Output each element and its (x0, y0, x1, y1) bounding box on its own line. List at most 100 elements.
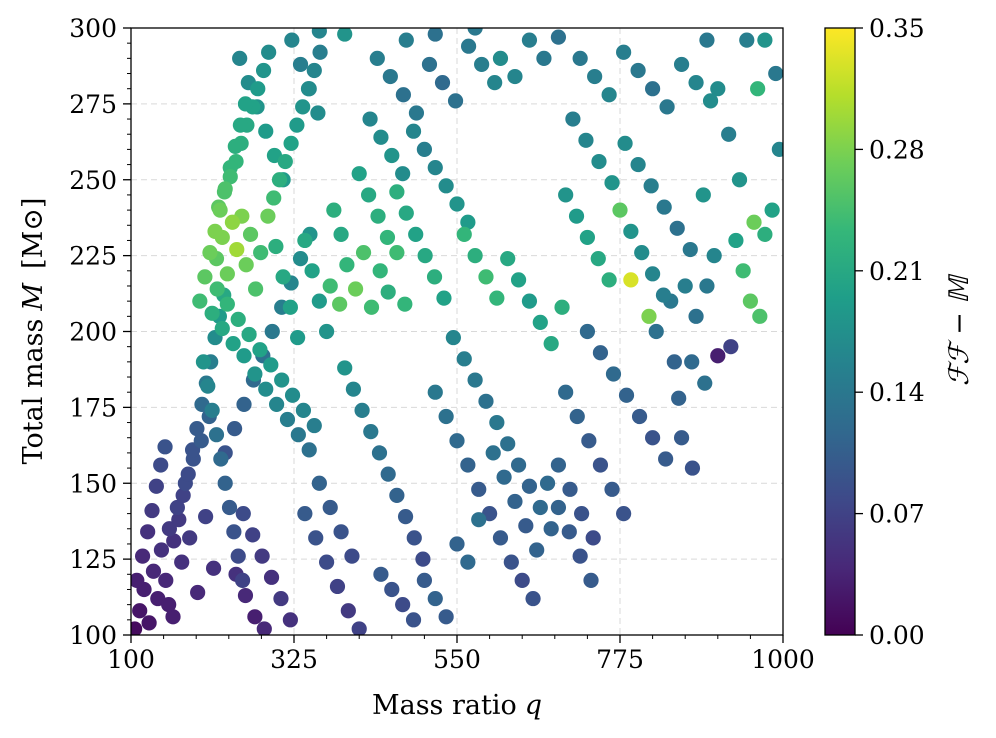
y-axis-unit: [M⊙] (18, 198, 49, 269)
data-point (158, 572, 174, 588)
x-tick-label: 775 (596, 645, 644, 674)
data-point (485, 445, 501, 461)
y-tick-label: 275 (69, 90, 117, 119)
data-point (174, 554, 190, 570)
data-point (182, 530, 198, 546)
data-point (260, 208, 276, 224)
data-point (460, 554, 476, 570)
data-point (224, 214, 241, 230)
data-point (578, 132, 594, 148)
data-point (456, 351, 472, 367)
data-point (319, 323, 335, 340)
data-point (275, 269, 291, 285)
data-point (274, 372, 290, 388)
data-point (521, 293, 538, 309)
colorbar (824, 27, 856, 636)
data-point (641, 308, 657, 324)
data-point (232, 117, 248, 133)
data-point (406, 530, 422, 546)
data-point (193, 433, 209, 449)
data-point (345, 381, 362, 397)
data-point (525, 590, 541, 607)
y-tick-label: 250 (69, 166, 117, 195)
x-axis-symbol: q (525, 690, 542, 721)
x-tick-label: 100 (107, 645, 155, 674)
data-point (507, 493, 523, 510)
data-point (492, 530, 509, 546)
data-point (648, 323, 664, 340)
data-point (273, 590, 289, 607)
data-point (631, 408, 648, 425)
data-point (529, 542, 545, 558)
data-point (728, 232, 744, 249)
data-point (467, 248, 483, 264)
data-point (310, 105, 326, 121)
colorbar-tick-label: 0.00 (869, 621, 925, 650)
data-point (290, 427, 306, 443)
data-point (474, 56, 490, 73)
data-point (643, 178, 659, 194)
data-point (389, 487, 405, 503)
data-point (207, 223, 223, 239)
data-point (380, 466, 396, 482)
data-point (282, 299, 298, 315)
data-point (467, 28, 483, 36)
data-point (659, 99, 675, 115)
data-point (623, 223, 639, 239)
data-point (380, 284, 396, 300)
data-point (339, 257, 355, 273)
data-point (585, 530, 601, 546)
data-point (688, 75, 704, 91)
data-point (306, 417, 322, 434)
data-point (230, 548, 246, 564)
data-point (405, 123, 422, 139)
data-point (416, 572, 432, 588)
data-point (195, 354, 212, 370)
data-point (532, 314, 548, 330)
x-tick-label: 1000 (751, 645, 815, 674)
colorbar-tick-label: 0.28 (869, 135, 925, 164)
data-point (645, 266, 661, 282)
data-point (656, 199, 672, 215)
data-point (197, 269, 213, 285)
data-point (237, 587, 254, 604)
data-point (634, 244, 650, 261)
data-point (572, 548, 588, 564)
data-point (645, 81, 661, 97)
data-point (153, 542, 170, 558)
data-point (427, 384, 443, 400)
data-point (562, 481, 578, 497)
x-tick-label: 325 (270, 645, 318, 674)
data-point (543, 336, 559, 352)
data-point (369, 50, 385, 66)
data-point (189, 421, 205, 437)
data-point (217, 475, 233, 491)
data-point (371, 445, 388, 461)
y-tick-label: 100 (69, 621, 117, 650)
data-point (395, 87, 411, 103)
colorbar-title: ℱℱ − 𝕄 (944, 273, 975, 386)
data-point (438, 178, 454, 194)
data-point (363, 299, 380, 315)
data-point (235, 505, 251, 522)
data-point (373, 566, 389, 582)
data-point (426, 269, 443, 285)
data-point (190, 584, 206, 601)
data-point (550, 499, 567, 516)
data-point (242, 226, 259, 242)
data-point (395, 597, 411, 613)
data-point (605, 366, 622, 382)
data-point (322, 499, 338, 516)
data-point (263, 569, 280, 585)
data-point (503, 554, 519, 570)
data-point (370, 208, 386, 224)
data-point (347, 281, 364, 297)
data-point (166, 533, 182, 549)
data-point (757, 32, 773, 48)
data-point (471, 512, 487, 528)
data-point (496, 469, 512, 485)
data-point (236, 396, 252, 412)
data-point (558, 187, 574, 203)
data-point (140, 524, 156, 540)
data-point (604, 481, 620, 497)
